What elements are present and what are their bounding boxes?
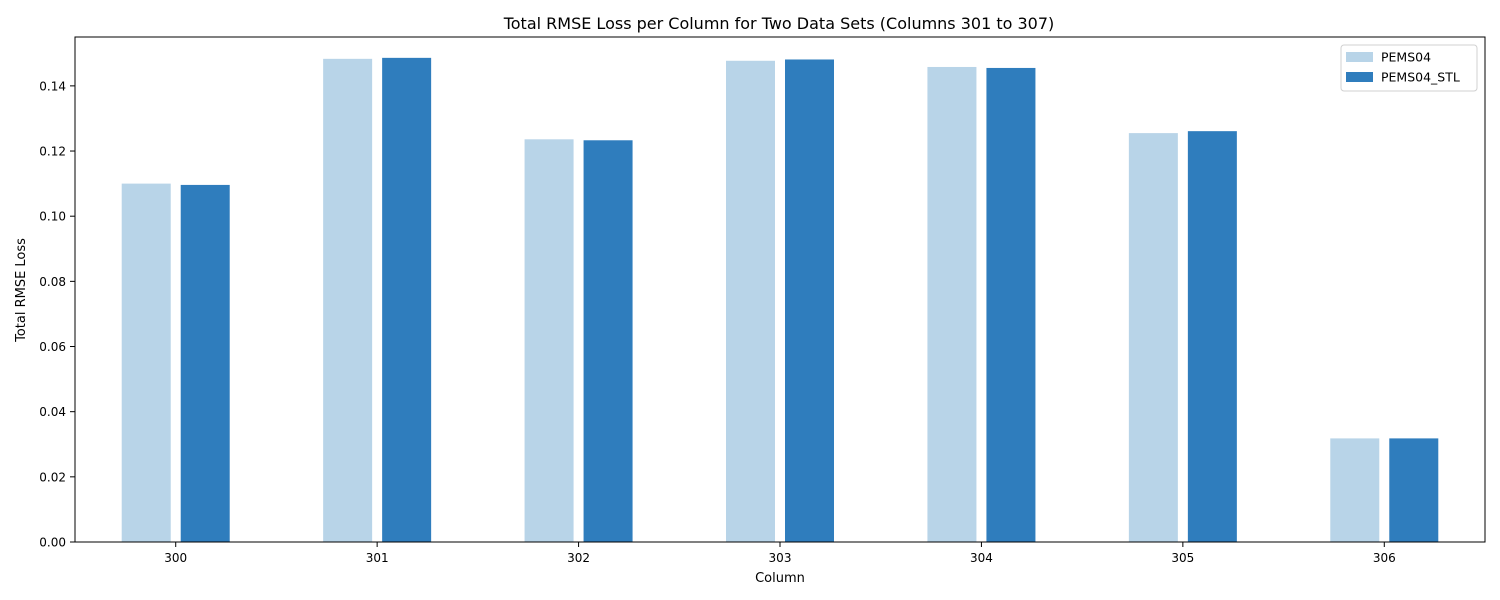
x-tick-label: 303 <box>769 551 792 565</box>
legend-swatch-pems04-stl <box>1346 72 1373 82</box>
bar-pems04-stl-301 <box>382 57 432 542</box>
bars-group <box>121 57 1439 543</box>
chart-title: Total RMSE Loss per Column for Two Data … <box>503 14 1055 33</box>
x-tick-label: 300 <box>164 551 187 565</box>
legend-label-pems04: PEMS04 <box>1381 50 1431 65</box>
bar-pems04-306 <box>1330 438 1380 542</box>
x-tick-label: 304 <box>970 551 993 565</box>
legend-label-pems04-stl: PEMS04_STL <box>1381 70 1460 85</box>
y-tick-label: 0.02 <box>39 470 66 484</box>
x-tick-label: 301 <box>366 551 389 565</box>
y-tick-label: 0.14 <box>39 79 66 93</box>
legend-box <box>1340 44 1478 92</box>
y-axis-label: Total RMSE Loss <box>14 238 29 343</box>
y-tick-label: 0.06 <box>39 340 66 354</box>
legend-swatch-pems04 <box>1346 52 1373 62</box>
bar-pems04-stl-300 <box>180 184 230 543</box>
x-axis: 300 301 302 303 304 305 306 <box>164 542 1396 565</box>
x-tick-label: 302 <box>567 551 590 565</box>
bar-pems04-stl-304 <box>986 67 1036 542</box>
bar-pems04-304 <box>927 66 977 542</box>
y-tick-label: 0.12 <box>39 145 66 159</box>
y-tick-label: 0.10 <box>39 210 66 224</box>
y-tick-label: 0.00 <box>39 536 66 550</box>
bar-pems04-300 <box>121 183 171 543</box>
bar-pems04-stl-303 <box>785 59 834 542</box>
y-axis: 0.00 0.02 0.04 0.06 0.08 0.10 0.12 0.14 <box>39 79 75 550</box>
bar-pems04-305 <box>1128 133 1178 543</box>
bar-pems04-303 <box>726 60 775 542</box>
bar-pems04-stl-305 <box>1187 131 1237 542</box>
bar-pems04-stl-302 <box>583 140 633 542</box>
x-tick-label: 306 <box>1373 551 1396 565</box>
bar-pems04-301 <box>323 58 373 542</box>
legend[interactable]: PEMS04 PEMS04_STL <box>1340 44 1478 92</box>
y-tick-label: 0.04 <box>39 405 66 419</box>
bar-pems04-stl-306 <box>1389 438 1439 542</box>
y-tick-label: 0.08 <box>39 275 66 289</box>
plot-area-frame <box>74 36 1486 543</box>
x-tick-label: 305 <box>1171 551 1194 565</box>
x-axis-label: Column <box>755 571 805 586</box>
bar-pems04-302 <box>524 139 574 543</box>
